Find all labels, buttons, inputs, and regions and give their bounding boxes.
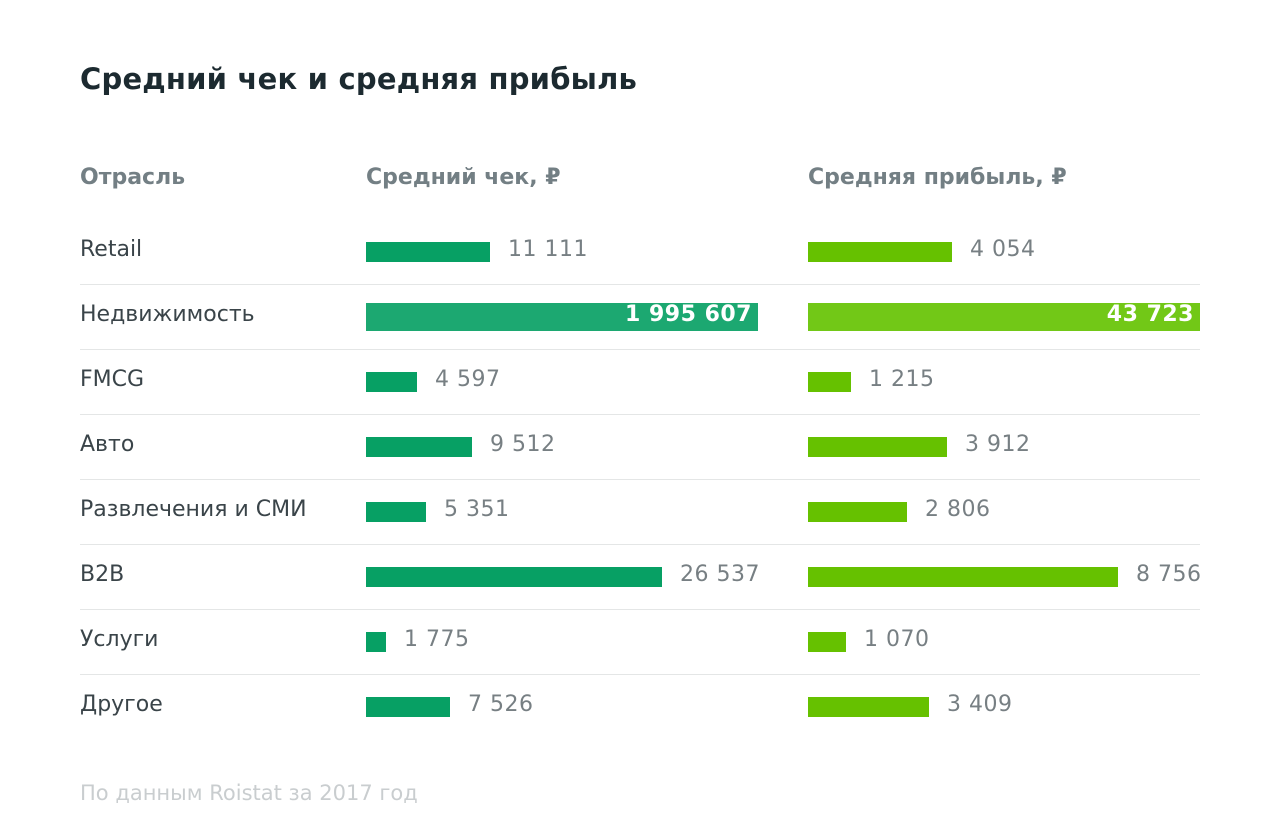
industry-label: Другое (80, 692, 163, 717)
average-check-bar (366, 502, 426, 522)
table-row: Недвижимость 1 995 607 43 723 (80, 285, 1200, 350)
average-check-value: 26 537 (680, 562, 760, 587)
column-header-industry: Отрасль (80, 165, 186, 190)
average-profit-value: 2 806 (925, 497, 991, 522)
average-profit-value: 8 756 (1136, 562, 1202, 587)
chart-table: Retail 11 111 4 054 Недвижимость 1 995 607 43… (80, 220, 1202, 739)
average-check-bar (366, 567, 662, 587)
table-row: Развлечения и СМИ 5 351 2 806 (80, 480, 1200, 545)
average-profit-bar (808, 437, 947, 457)
average-check-value: 1 775 (404, 627, 470, 652)
average-profit-value: 3 912 (965, 432, 1031, 457)
industry-label: Услуги (80, 627, 159, 652)
industry-label: Авто (80, 432, 135, 457)
average-profit-bar (808, 372, 851, 392)
average-check-value: 7 526 (468, 692, 534, 717)
average-check-value: 1 995 607 (625, 302, 752, 327)
average-check-bar (366, 632, 386, 652)
average-profit-value: 1 215 (869, 367, 935, 392)
average-check-bar (366, 697, 450, 717)
industry-label: FMCG (80, 367, 145, 392)
chart-title: Средний чек и средняя прибыль (80, 62, 638, 96)
table-row: FMCG 4 597 1 215 (80, 350, 1200, 415)
column-header-average-check: Средний чек, ₽ (366, 165, 561, 190)
average-profit-value: 43 723 (1106, 302, 1194, 327)
average-profit-value: 4 054 (970, 237, 1036, 262)
average-check-bar (366, 437, 472, 457)
average-check-value: 11 111 (508, 237, 588, 262)
table-row: B2B 26 537 8 756 (80, 545, 1202, 610)
average-check-value: 9 512 (490, 432, 556, 457)
industry-label: Retail (80, 237, 143, 262)
average-profit-value: 1 070 (864, 627, 930, 652)
table-row: Услуги 1 775 1 070 (80, 610, 1200, 675)
average-profit-bar (808, 567, 1118, 587)
average-check-bar (366, 303, 758, 331)
average-profit-bar (808, 502, 907, 522)
table-row: Retail 11 111 4 054 (80, 220, 1200, 285)
source-footnote: По данным Roistat за 2017 год (80, 781, 418, 805)
average-check-value: 4 597 (435, 367, 501, 392)
average-profit-bar (808, 697, 929, 717)
average-profit-bar (808, 632, 846, 652)
industry-label: B2B (80, 562, 125, 587)
column-header-average-profit: Средняя прибыль, ₽ (808, 165, 1067, 190)
average-profit-value: 3 409 (947, 692, 1013, 717)
average-check-bar (366, 242, 490, 262)
industry-label: Развлечения и СМИ (80, 497, 307, 522)
average-profit-bar (808, 242, 952, 262)
average-check-bar (366, 372, 417, 392)
average-check-value: 5 351 (444, 497, 510, 522)
average-profit-bar (808, 303, 1200, 331)
industry-label: Недвижимость (80, 302, 255, 327)
table-row: Другое 7 526 3 409 (80, 675, 1200, 739)
table-row: Авто 9 512 3 912 (80, 415, 1200, 480)
